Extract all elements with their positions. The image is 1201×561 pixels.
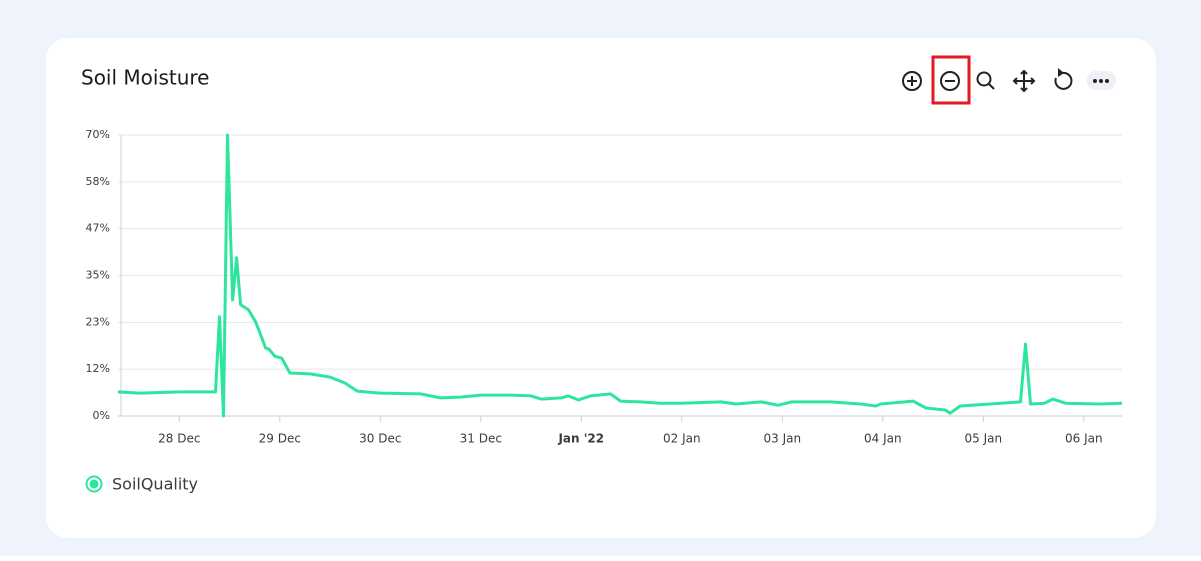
x-tick-label: 31 Dec: [460, 432, 502, 446]
pan-button[interactable]: [1012, 69, 1036, 93]
legend-label[interactable]: SoilQuality: [112, 475, 198, 494]
zoom-in-button[interactable]: [902, 71, 922, 91]
y-tick-label: 0%: [93, 409, 110, 422]
y-tick-label: 70%: [86, 128, 110, 141]
y-tick-label: 58%: [86, 175, 110, 188]
menu-button[interactable]: [1087, 71, 1116, 90]
legend[interactable]: SoilQuality: [85, 475, 199, 494]
y-tick-label: 12%: [86, 362, 110, 375]
plot: 0% 12% 23% 35% 47% 58% 70% 28 Dec 29 Dec 30 Dec 31…: [86, 128, 1123, 446]
x-tick-label: 03 Jan: [764, 432, 802, 446]
y-tick-label: 35%: [86, 269, 110, 282]
x-tick-label: 05 Jan: [965, 432, 1003, 446]
bottom-strip: [0, 556, 1201, 561]
zoom-out-button[interactable]: [940, 71, 960, 91]
series-line: [117, 133, 1123, 418]
x-tick-label: 30 Dec: [359, 432, 401, 446]
toolbar: [902, 55, 1116, 105]
x-tick-label: 06 Jan: [1065, 432, 1103, 446]
x-tick-label: 28 Dec: [158, 432, 200, 446]
x-tick-label: 29 Dec: [259, 432, 301, 446]
x-tick-label: 02 Jan: [663, 432, 701, 446]
chart-title: Soil Moisture: [81, 66, 209, 90]
card: [46, 38, 1156, 538]
y-tick-label: 47%: [86, 222, 110, 235]
x-tick-label: Jan '22: [557, 432, 604, 446]
y-tick-label: 23%: [86, 315, 110, 328]
search-button[interactable]: [976, 71, 995, 90]
highlight-box: [931, 55, 971, 105]
legend-marker: [89, 479, 99, 489]
x-tick-label: 04 Jan: [864, 432, 902, 446]
reset-button[interactable]: [1054, 68, 1073, 90]
